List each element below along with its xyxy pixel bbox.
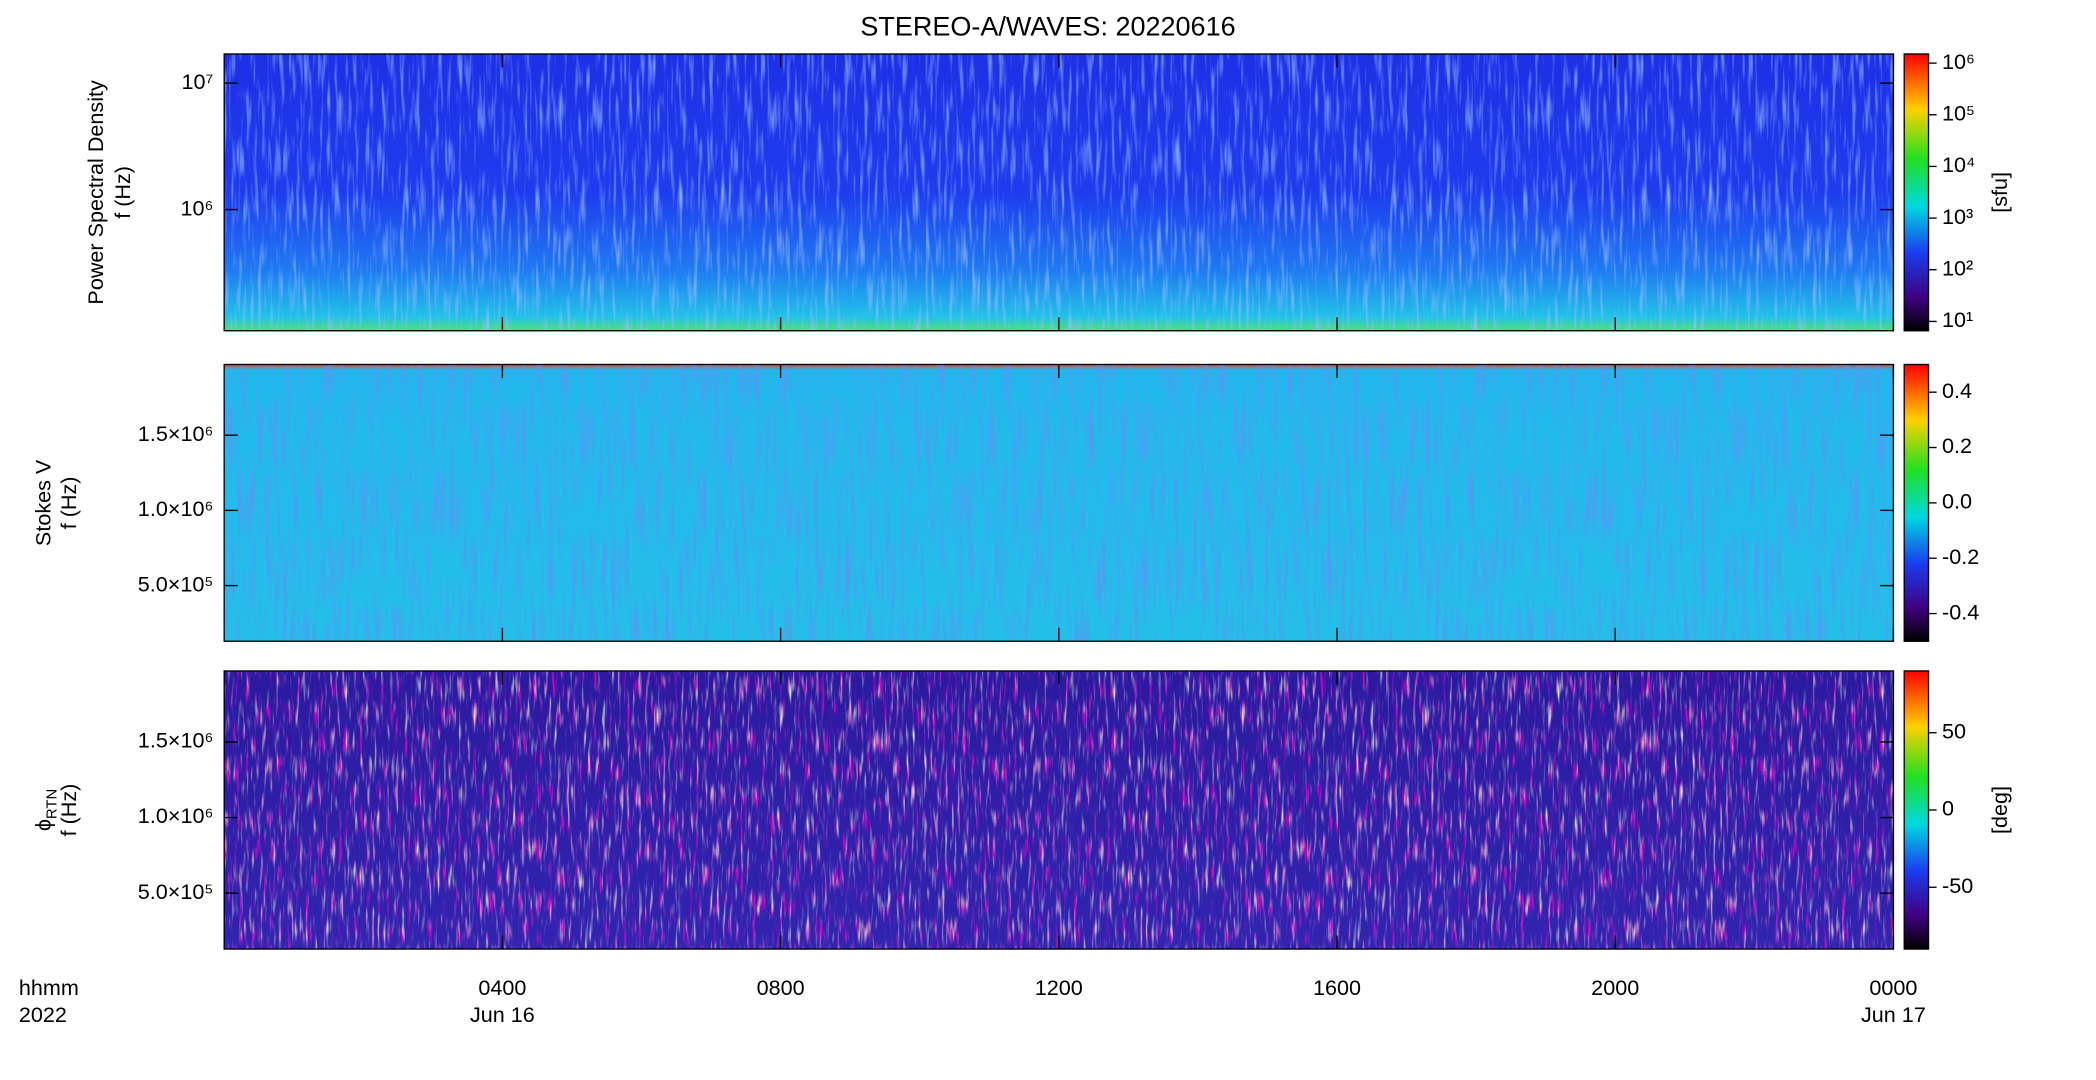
colorbar-tick-label: 10⁶ (1942, 49, 1975, 74)
colorbar-tick-label: -50 (1942, 873, 1973, 898)
y-tick-label: 1.5×10⁶ (138, 728, 214, 753)
y-axis-label-text: Stokes V (30, 459, 55, 546)
x-axis-label: hhmm (19, 975, 79, 1000)
chart-title: STEREO-A/WAVES: 20220616 (860, 11, 1235, 41)
y-axis-label-subscript: RTN (44, 789, 60, 819)
spectrogram-texture (224, 54, 1894, 331)
colorbar-label: [deg] (1987, 786, 2012, 834)
x-tick-label: 1200 (1035, 975, 1083, 1000)
y-tick-label: 5.0×10⁵ (138, 879, 214, 904)
y-axis-label-text: Power Spectral Density (83, 80, 108, 305)
y-axis-label: Stokes V (30, 459, 55, 546)
colorbar-tick-label: 10¹ (1942, 307, 1973, 332)
x-tick-label: 0000 (1869, 975, 1917, 1000)
colorbar-tick-label: 10⁴ (1942, 152, 1975, 177)
y-axis-label: Power Spectral Density (83, 80, 108, 305)
y-axis-label-text: f (Hz) (56, 784, 81, 837)
y-axis-label-text: f (Hz) (56, 476, 81, 529)
date-label: Jun 17 (1861, 1002, 1926, 1027)
colorbar-tick-label: -0.2 (1942, 544, 1979, 569)
y-axis-label: f (Hz) (110, 166, 135, 219)
colorbar-tick-label: 50 (1942, 718, 1966, 743)
colorbar-tick-label: 0.0 (1942, 489, 1972, 514)
colorbar (1903, 53, 1930, 332)
y-tick-label: 1.0×10⁶ (138, 496, 214, 521)
colorbar-tick-label: -0.4 (1942, 599, 1979, 624)
date-label: Jun 16 (470, 1002, 535, 1027)
x-axis-label: 2022 (19, 1002, 67, 1027)
y-tick-label: 1.0×10⁶ (138, 803, 214, 828)
spectrogram-texture (224, 670, 1894, 950)
y-tick-label: 10⁷ (182, 69, 214, 94)
colorbar-tick-label: 10⁵ (1942, 100, 1975, 125)
y-tick-label: 10⁶ (180, 195, 213, 220)
colorbar-tick-label: 0 (1942, 796, 1954, 821)
x-tick-label: 1600 (1313, 975, 1361, 1000)
y-axis-label: f (Hz) (56, 476, 81, 529)
y-axis-label-text: f (Hz) (110, 166, 135, 219)
colorbar (1903, 363, 1930, 642)
x-tick-label: 2000 (1591, 975, 1639, 1000)
x-tick-label: 0800 (757, 975, 805, 1000)
colorbar-tick-label: 0.2 (1942, 433, 1972, 458)
y-axis-label: f (Hz) (56, 784, 81, 837)
y-axis-label: ϕRTN (30, 789, 60, 831)
colorbar-tick-label: 10³ (1942, 204, 1973, 229)
colorbar-tick-label: 10² (1942, 255, 1973, 280)
colorbar-label: [sfu] (1987, 172, 2012, 213)
spectrogram-texture (224, 364, 1894, 642)
y-tick-label: 5.0×10⁵ (138, 571, 214, 596)
colorbar (1903, 670, 1930, 950)
y-axis-label-text: ϕ (30, 819, 55, 831)
y-tick-label: 1.5×10⁶ (138, 421, 214, 446)
x-tick-label: 0400 (478, 975, 526, 1000)
colorbar-tick-label: 0.4 (1942, 378, 1972, 403)
